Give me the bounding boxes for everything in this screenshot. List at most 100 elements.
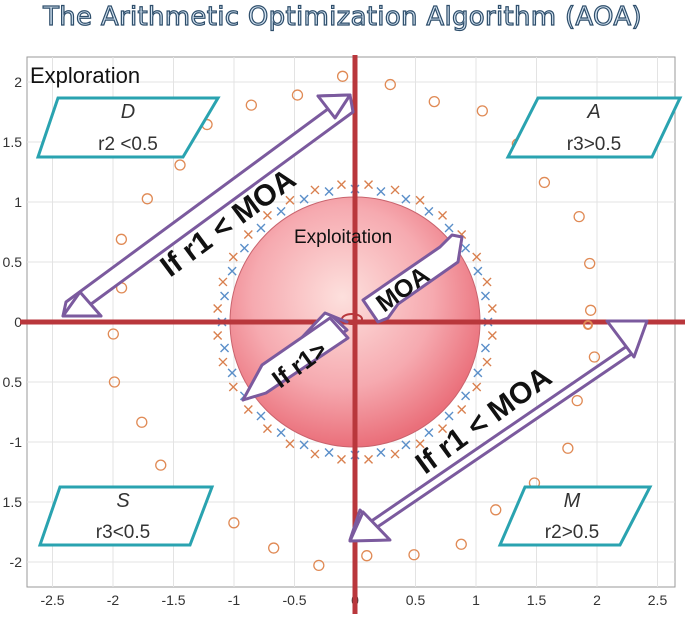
exploitation-point [243, 405, 253, 415]
y-tick-label: 0.5 [3, 374, 23, 390]
box-d-operator: D [121, 101, 135, 123]
exploitation-point [472, 382, 482, 392]
page-title: The Arithmetic Optimization Algorithm (A… [42, 1, 642, 32]
exploitation-point [480, 343, 490, 353]
exploitation-point [324, 187, 334, 197]
exploration-point [476, 105, 488, 117]
exploitation-point [415, 439, 425, 449]
exploitation-point [336, 180, 346, 190]
x-tick-label: 1.5 [527, 592, 547, 608]
exploration-point [155, 459, 167, 471]
box-a: A r3>0.5 [505, 96, 683, 159]
exploitation-point [438, 210, 448, 220]
y-tick-label: 2 [14, 74, 22, 90]
x-tick-label: 0.5 [406, 592, 426, 608]
x-tick-label: -2 [107, 592, 120, 608]
box-s-condition: r3<0.5 [96, 522, 150, 543]
exploration-point [562, 442, 574, 454]
exploitation-point [256, 411, 266, 421]
exploration-point [361, 550, 373, 562]
exploitation-point [220, 343, 230, 353]
exploitation-point [482, 277, 492, 287]
exploration-point [174, 159, 186, 171]
exploitation-point [256, 223, 266, 233]
exploration-point [141, 193, 153, 205]
exploitation-point [457, 405, 467, 415]
exploitation-point [364, 454, 374, 464]
x-tick-label: -1 [228, 592, 241, 608]
exploitation-point [472, 252, 482, 262]
box-m-condition: r2>0.5 [545, 522, 599, 543]
exploitation-point [239, 243, 249, 253]
exploitation-point [218, 357, 228, 367]
exploration-point [588, 351, 601, 363]
exploitation-point [285, 439, 295, 449]
exploitation-point [364, 180, 374, 190]
exploitation-point [415, 195, 425, 205]
exploitation-point [218, 277, 228, 287]
exploration-point [571, 394, 583, 407]
exploration-point [538, 176, 551, 189]
exploration-point [455, 538, 467, 550]
exploitation-point [461, 391, 471, 401]
exploration-point [384, 78, 396, 91]
x-tick-label: -0.5 [282, 592, 306, 608]
exploitation-point [276, 428, 286, 438]
exploitation-point [424, 206, 434, 216]
x-tick-label: 2.5 [648, 592, 668, 608]
y-tick-label: 1.5 [3, 494, 23, 510]
exploration-point [408, 549, 420, 561]
exploitation-point [390, 449, 400, 459]
box-m: M r2>0.5 [497, 485, 653, 547]
exploitation-point [401, 440, 411, 450]
exploration-point [115, 233, 128, 245]
exploitation-point [310, 185, 320, 195]
x-tick-label: 2 [593, 592, 601, 608]
box-d: D r2 <0.5 [35, 96, 221, 159]
exploration-label: Exploration [30, 63, 140, 88]
exploration-points [107, 70, 601, 572]
exploration-point [336, 70, 349, 82]
exploitation-point [473, 266, 483, 276]
exploitation-point [220, 291, 230, 301]
exploitation-point [299, 440, 309, 450]
exploration-point [108, 376, 121, 388]
exploitation-point [376, 447, 386, 457]
box-a-operator: A [586, 101, 600, 123]
exploitation-point [262, 210, 272, 220]
y-tick-label: 0 [14, 314, 22, 330]
y-tick-label: -1 [10, 434, 23, 450]
exploitation-point [461, 243, 471, 253]
box-a-condition: r3>0.5 [567, 134, 621, 155]
y-tick-label: 1 [14, 194, 22, 210]
exploration-point [573, 210, 585, 223]
exploitation-label: Exploitation [294, 227, 392, 248]
exploitation-point [213, 303, 223, 313]
exploitation-point [336, 454, 346, 464]
exploration-point [245, 99, 257, 111]
exploitation-point [401, 194, 411, 204]
exploration-point [313, 559, 325, 572]
exploitation-point [243, 229, 253, 239]
exploitation-point [227, 368, 237, 378]
exploration-point [584, 257, 596, 270]
y-tick-label: 1.5 [3, 134, 23, 150]
exploitation-point [487, 303, 497, 313]
y-axis-ticks: 2 1.5 1 0.5 0 0.5 -1 1.5 -2 [3, 74, 23, 570]
exploitation-point [480, 291, 490, 301]
exploitation-point [444, 411, 454, 421]
exploitation-point [487, 331, 497, 341]
exploitation-point [299, 194, 309, 204]
exploration-point [490, 504, 502, 516]
y-tick-label: -2 [10, 554, 23, 570]
x-tick-label: 1 [472, 592, 480, 608]
x-axis-ticks: -2.5-2-1.5-1-0.500.511.522.5 [40, 592, 667, 608]
exploitation-point [310, 449, 320, 459]
box-m-operator: M [564, 490, 581, 512]
exploration-point [585, 304, 597, 316]
exploration-point [107, 328, 119, 340]
box-s: S r3<0.5 [37, 485, 215, 547]
exploitation-point [276, 206, 286, 216]
